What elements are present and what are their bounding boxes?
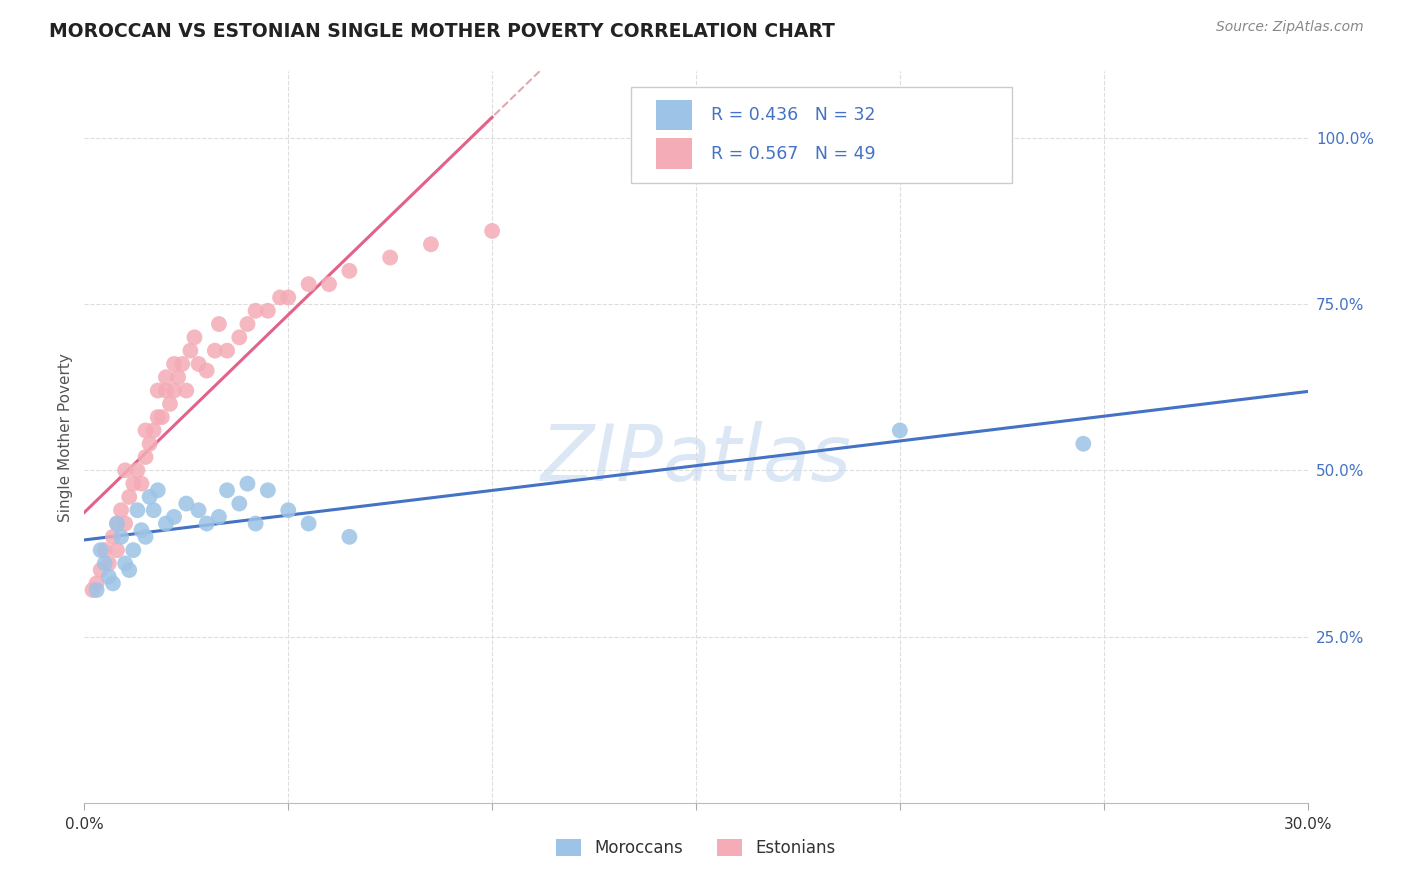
Point (131, 523, 153, 537)
Point (118, 490, 141, 504)
Point (380, 251, 402, 265)
Text: Source: ZipAtlas.com: Source: ZipAtlas.com (1216, 20, 1364, 34)
Point (90, 543, 112, 558)
Point (114, 463, 136, 477)
Point (159, 397, 181, 411)
Point (155, 370, 177, 384)
Point (217, 483, 239, 498)
Point (339, 264, 361, 278)
FancyBboxPatch shape (655, 100, 692, 130)
Point (146, 410, 169, 425)
Point (114, 516, 136, 531)
FancyBboxPatch shape (655, 138, 692, 169)
Point (163, 509, 186, 524)
Point (101, 576, 124, 591)
Point (1073, 436, 1095, 450)
Point (105, 543, 128, 558)
Text: R = 0.436   N = 32: R = 0.436 N = 32 (710, 106, 875, 124)
Text: ZIPatlas: ZIPatlas (540, 421, 852, 497)
Point (481, 224, 503, 238)
Point (269, 290, 291, 304)
Point (93, 543, 115, 558)
Point (105, 516, 128, 531)
Point (127, 463, 149, 477)
Point (174, 384, 197, 398)
Point (82, 582, 104, 597)
Point (172, 357, 194, 371)
Point (318, 277, 340, 292)
Point (257, 303, 280, 318)
Point (163, 384, 186, 398)
Point (228, 330, 250, 344)
Point (420, 237, 443, 252)
Point (142, 503, 165, 517)
Point (187, 357, 209, 371)
Text: MOROCCAN VS ESTONIAN SINGLE MOTHER POVERTY CORRELATION CHART: MOROCCAN VS ESTONIAN SINGLE MOTHER POVER… (49, 22, 835, 41)
Point (101, 530, 124, 544)
Point (110, 530, 132, 544)
Point (93, 557, 115, 571)
Point (155, 516, 177, 531)
Point (298, 516, 321, 531)
Point (146, 483, 169, 498)
Point (889, 424, 911, 438)
Point (195, 516, 218, 531)
Point (122, 543, 145, 558)
Text: R = 0.567   N = 49: R = 0.567 N = 49 (710, 145, 876, 162)
Point (118, 563, 141, 577)
Point (187, 503, 209, 517)
Point (135, 530, 157, 544)
Point (131, 476, 153, 491)
Point (339, 530, 361, 544)
Point (135, 450, 157, 464)
Point (138, 436, 160, 450)
Point (167, 370, 190, 384)
Point (236, 317, 259, 331)
Point (105, 516, 128, 531)
Point (150, 410, 173, 425)
Point (110, 503, 132, 517)
Y-axis label: Single Mother Poverty: Single Mother Poverty (58, 352, 73, 522)
Point (245, 303, 267, 318)
Point (97, 557, 120, 571)
Legend: Moroccans, Estonians: Moroccans, Estonians (550, 832, 842, 864)
Point (217, 343, 239, 358)
Point (195, 363, 218, 377)
Point (179, 343, 201, 358)
Point (245, 516, 267, 531)
Point (86, 576, 108, 591)
FancyBboxPatch shape (631, 87, 1011, 183)
Point (86, 582, 108, 597)
Point (204, 343, 226, 358)
Point (277, 503, 299, 517)
Point (257, 483, 280, 498)
Point (208, 317, 231, 331)
Point (135, 424, 157, 438)
Point (236, 476, 259, 491)
Point (277, 290, 299, 304)
Point (142, 424, 165, 438)
Point (228, 497, 250, 511)
Point (122, 476, 145, 491)
Point (208, 509, 231, 524)
Point (97, 570, 120, 584)
Point (138, 490, 160, 504)
Point (163, 357, 186, 371)
Point (155, 384, 177, 398)
Point (298, 277, 321, 292)
Point (127, 503, 149, 517)
Point (183, 330, 205, 344)
Point (90, 563, 112, 577)
Point (146, 384, 169, 398)
Point (114, 557, 136, 571)
Point (174, 497, 197, 511)
